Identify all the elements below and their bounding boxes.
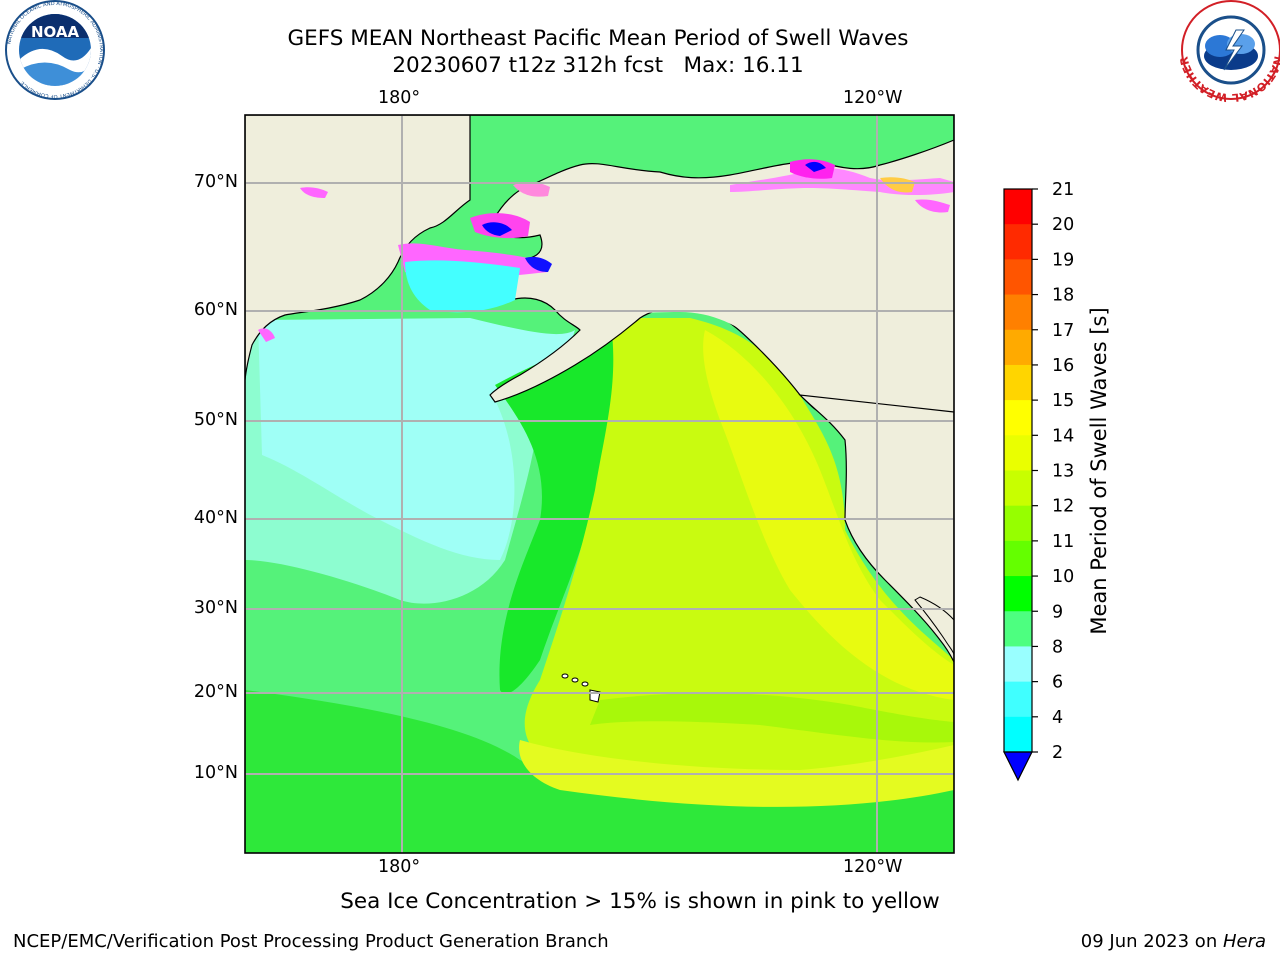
lat-label-60n: 60°N (193, 300, 238, 320)
map-gridlines (245, 115, 954, 853)
colorbar-segment (1004, 505, 1032, 542)
colorbar-segment (1004, 611, 1032, 647)
colorbar-tick-label: 2 (1052, 743, 1063, 763)
land-chukotka (245, 115, 471, 381)
colorbar-tick-label: 16 (1052, 356, 1074, 376)
footer-date: 09 Jun 2023 on Hera (1081, 931, 1266, 952)
sea-ice-overlay (258, 159, 954, 342)
footer-date-text: 09 Jun 2023 on (1080, 931, 1223, 952)
land-baja (914, 596, 954, 656)
lat-label-50n: 50°N (193, 410, 238, 430)
colorbar: 21 20 19 18 17 16 15 14 13 12 11 10 9 8 6 4 2 (1003, 180, 1074, 782)
colorbar-segment (1004, 470, 1032, 507)
colorbar-segment (1004, 435, 1032, 471)
lat-label-40n: 40°N (193, 508, 238, 528)
chart-subtitle: 20230607 t12z 312h fcst Max: 16.11 (392, 53, 804, 78)
footer-host: Hera (1222, 931, 1266, 952)
colorbar-tick-label: 17 (1052, 321, 1074, 341)
swell-zone-12s (590, 693, 954, 743)
colorbar-tick-label: 13 (1052, 462, 1074, 482)
colorbar-tick-label: 14 (1052, 426, 1074, 446)
swell-zone-8s (258, 318, 575, 560)
colorbar-tick-label: 20 (1052, 215, 1074, 235)
colorbar-tick-label: 4 (1052, 708, 1063, 728)
lat-label-30n: 30°N (193, 598, 238, 618)
chart-title: GEFS MEAN Northeast Pacific Mean Period … (287, 26, 909, 51)
colorbar-segment (1004, 681, 1032, 718)
top-lon-label-120w: 120°W (843, 88, 903, 108)
colorbar-tick-label: 11 (1052, 532, 1074, 552)
sea-ice-note: Sea Ice Concentration > 15% is shown in … (340, 889, 940, 914)
colorbar-segment (1004, 189, 1032, 225)
map-area (245, 115, 954, 853)
colorbar-segment (1004, 400, 1032, 436)
colorbar-tick-label: 18 (1052, 286, 1074, 306)
lat-label-70n: 70°N (193, 172, 238, 192)
colorbar-tick-label: 8 (1052, 637, 1063, 657)
colorbar-segment (1004, 364, 1032, 401)
land-alaska-interior (560, 300, 954, 412)
swell-zone-14s (703, 330, 954, 700)
colorbar-segment (1004, 224, 1032, 260)
colorbar-tick-label: 9 (1052, 602, 1063, 622)
colorbar-segment (1004, 329, 1032, 366)
colorbar-segment (1004, 716, 1032, 753)
lat-label-20n: 20°N (193, 682, 238, 702)
colorbar-tick-label: 6 (1052, 673, 1063, 693)
top-lon-label-180: 180° (378, 88, 421, 108)
colorbar-label: Mean Period of Swell Waves [s] (1087, 307, 1111, 634)
map-frame (244, 114, 955, 854)
colorbar-tick-label: 10 (1052, 567, 1074, 587)
colorbar-tick-label: 12 (1052, 497, 1074, 517)
colorbar-extend-arrow (1003, 751, 1033, 782)
colorbar-segment (1004, 646, 1032, 683)
colorbar-segment (1004, 576, 1032, 612)
bottom-lon-label-180: 180° (378, 857, 421, 877)
colorbar-segment (1004, 294, 1032, 331)
colorbar-tick-label: 21 (1052, 180, 1074, 200)
swell-zone-13s (524, 318, 954, 784)
footer-credit: NCEP/EMC/Verification Post Processing Pr… (13, 931, 609, 952)
swell-zone-11s-mid (495, 318, 700, 694)
colorbar-tick-label: 15 (1052, 391, 1074, 411)
colorbar-segment (1004, 259, 1032, 296)
swell-zone-11s-south (245, 690, 954, 853)
lat-label-10n: 10°N (193, 763, 238, 783)
colorbar-tick-label: 19 (1052, 250, 1074, 270)
colorbar-segment (1004, 540, 1032, 577)
bottom-lon-label-120w: 120°W (843, 857, 903, 877)
